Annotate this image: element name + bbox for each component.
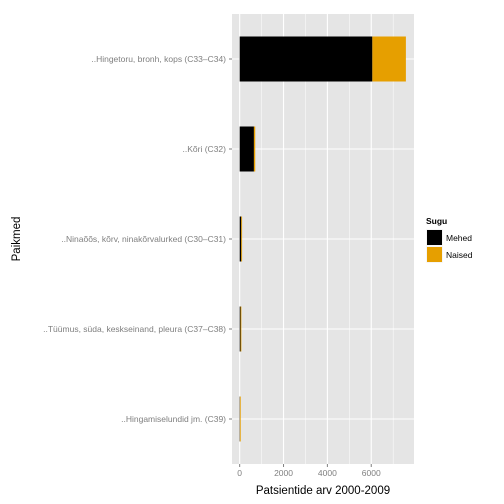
legend-title: Sugu [426,216,447,226]
bar-naised [240,306,242,352]
y-axis-title: Paikmed [11,217,23,262]
legend-label-mehed: Mehed [446,233,472,243]
y-tick-label: ..Tüümus, süda, keskseinand, pleura (C37… [43,324,226,334]
bar-mehed [239,306,241,352]
x-tick-label: 0 [237,468,242,478]
legend-swatch-naised [427,247,442,262]
x-axis-title: Patsientide arv 2000-2009 [256,485,390,497]
legend-label-naised: Naised [446,250,473,260]
x-tick-label: 4000 [318,468,337,478]
y-tick-label: ..Ninaõõs, kõrv, ninakõrvalurked (C30–C3… [61,234,226,244]
bar-naised [372,36,406,82]
bar-mehed [239,36,373,82]
x-tick-label: 6000 [362,468,381,478]
legend: Sugu Mehed Naised [425,216,473,264]
x-axis-ticks: 0 2000 4000 6000 [237,464,381,478]
y-tick-label: ..Hingetoru, bronh, kops (C33–C34) [91,54,226,64]
y-tick-label: ..Hingamiselundid jm. (C39) [121,414,226,424]
bar-naised [239,396,241,442]
bar-naised [241,216,243,262]
bar-mehed [239,126,254,172]
y-tick-label: ..Kõri (C32) [183,144,227,154]
y-axis-ticks: ..Hingetoru, bronh, kops (C33–C34) ..Kõri… [43,54,232,424]
legend-swatch-mehed [427,230,442,245]
bars [239,36,406,442]
x-tick-label: 2000 [274,468,293,478]
bar-naised [253,126,256,172]
bar-mehed [239,216,242,262]
